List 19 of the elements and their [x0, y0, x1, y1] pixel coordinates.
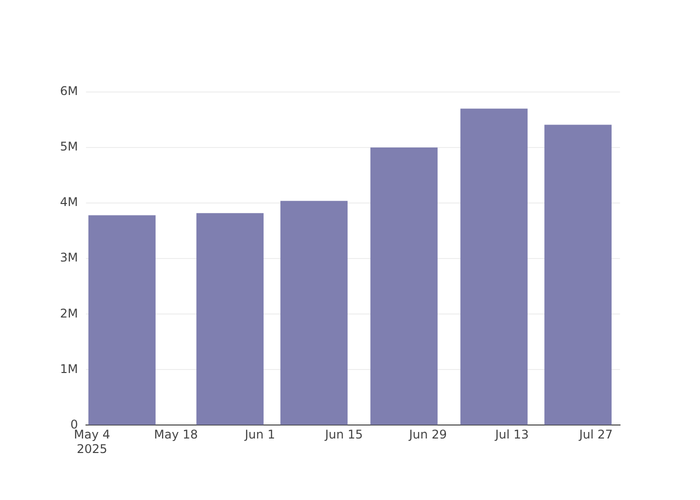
y-tick-label: 2M	[60, 306, 78, 320]
y-tick-label: 4M	[60, 195, 78, 210]
x-tick-label: Jun 15	[324, 428, 363, 442]
x-tick-label: Jun 29	[408, 428, 447, 442]
x-tick-label: Jul 13	[494, 428, 529, 442]
bar	[196, 213, 264, 425]
bar	[544, 124, 612, 425]
y-tick-label: 5M	[60, 140, 78, 154]
x-tick-label: May 4 2025	[74, 428, 110, 456]
bar	[88, 215, 156, 425]
bar	[460, 108, 528, 425]
x-tick-label: Jun 1	[244, 428, 276, 442]
y-tick-label: 6M	[60, 84, 78, 98]
bar	[280, 200, 348, 425]
y-tick-label: 3M	[60, 250, 78, 265]
y-tick-label: 1M	[60, 362, 78, 376]
x-tick-label: May 18	[154, 428, 198, 442]
x-tick-label: Jul 27	[578, 428, 613, 442]
bar	[370, 148, 438, 425]
